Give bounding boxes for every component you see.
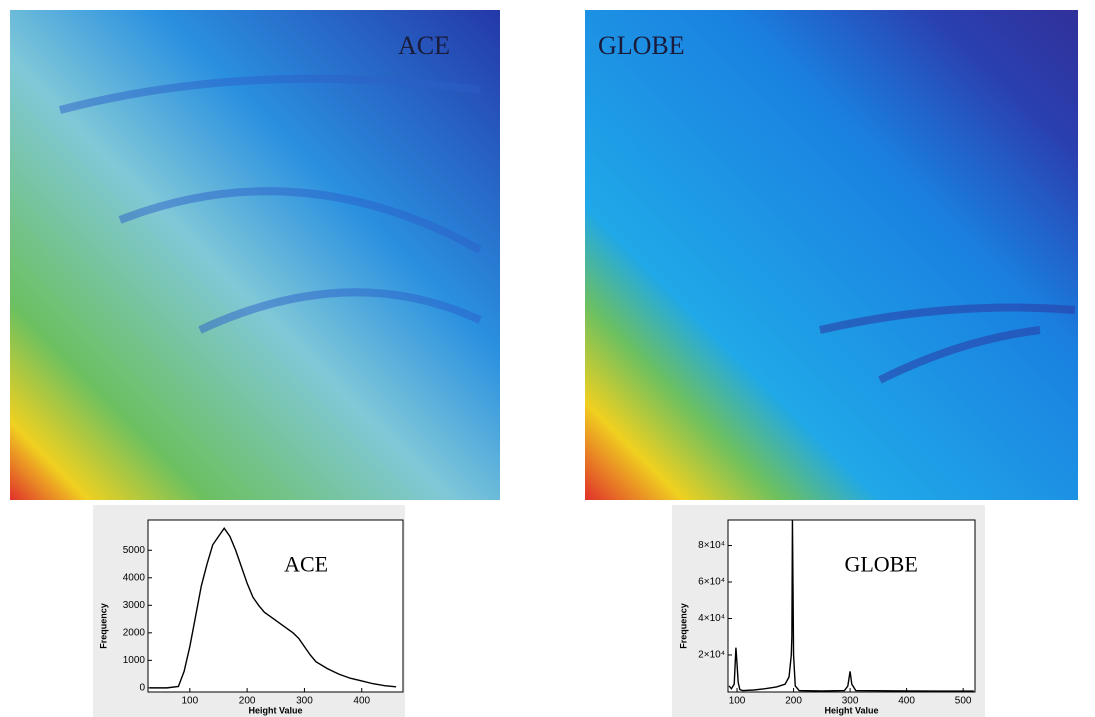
map-label: GLOBE <box>598 31 685 60</box>
y-tick-label: 3000 <box>123 600 146 611</box>
annotation: GLOBE <box>844 551 917 576</box>
x-tick-label: 100 <box>729 696 746 707</box>
y-tick-label: 8×10⁴ <box>698 540 725 551</box>
histogram-line <box>149 527 397 689</box>
y-axis-label: Frequency <box>678 603 688 649</box>
x-tick-label: 300 <box>296 696 313 707</box>
map-label: ACE <box>398 31 450 60</box>
x-tick-label: 200 <box>785 696 802 707</box>
y-tick-label: 6×10⁴ <box>698 577 725 588</box>
x-tick-label: 500 <box>955 696 972 707</box>
x-axis-label: Height Value <box>248 705 302 715</box>
y-axis-label: Frequency <box>98 603 108 649</box>
y-tick-label: 5000 <box>123 545 146 556</box>
y-tick-label: 0 <box>139 683 145 694</box>
plot-area <box>727 519 976 693</box>
map-texture <box>819 303 1076 384</box>
y-tick-label: 2×10⁴ <box>698 650 725 661</box>
y-tick-label: 1000 <box>123 655 146 666</box>
histogram-line <box>728 519 974 692</box>
y-tick-label: 4×10⁴ <box>698 613 725 624</box>
x-tick-label: 100 <box>181 696 198 707</box>
x-tick-label: 300 <box>842 696 859 707</box>
y-tick-label: 2000 <box>123 627 146 638</box>
annotation: ACE <box>284 551 328 576</box>
x-axis-label: Height Value <box>824 705 878 715</box>
plot-area <box>147 519 404 693</box>
x-tick-label: 200 <box>239 696 256 707</box>
map-texture <box>58 74 482 334</box>
x-tick-label: 400 <box>353 696 370 707</box>
globe-map <box>585 10 1078 500</box>
ace-map <box>10 10 500 500</box>
y-tick-label: 4000 <box>123 572 146 583</box>
x-tick-label: 400 <box>898 696 915 707</box>
